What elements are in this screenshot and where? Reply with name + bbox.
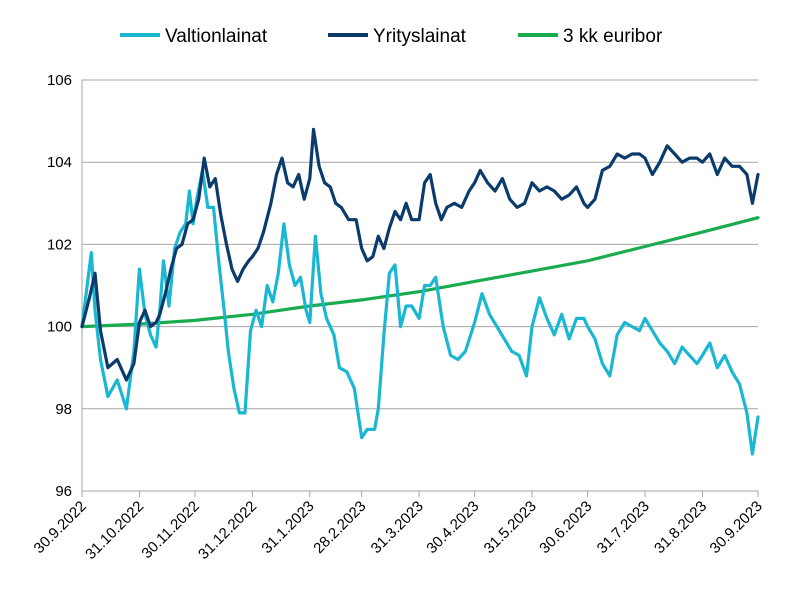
x-tick-label: 31.3.2023 [368,498,427,557]
x-tick-label: 31.7.2023 [594,498,653,557]
series-lines [80,127,760,456]
legend-label: Valtionlainat [165,26,268,47]
x-tick-label: 31.10.2022 [82,498,147,563]
x-tick-label: 31.12.2022 [195,498,260,563]
gridlines [82,79,758,492]
series-line-valtionlainat [80,168,760,456]
legend-label: Yrityslainat [373,26,467,47]
y-tick-label: 98 [55,401,72,418]
y-tick-label: 102 [47,236,72,253]
y-tick-label: 106 [47,72,72,89]
legend-label: 3 kk euribor [563,26,663,47]
x-tick-label: 28.2.2023 [310,498,369,557]
x-tick-label: 30.9.2023 [707,498,766,557]
x-tick-labels: 30.9.202231.10.202230.11.202231.12.20223… [31,498,766,563]
x-tick-label: 30.6.2023 [536,498,595,557]
series-line-euribor [80,216,760,329]
x-tick-label: 31.8.2023 [651,498,710,557]
x-tick-label: 31.5.2023 [481,498,540,557]
y-tick-label: 96 [55,483,72,500]
legend: Valtionlainat Yrityslainat 3 kk euribor [120,26,663,47]
x-tick-label: 30.4.2023 [423,498,482,557]
x-tick-label: 30.9.2022 [31,498,90,557]
axes [81,80,759,497]
y-tick-label: 100 [47,319,72,336]
series-line-yrityslainat [80,127,760,382]
y-tick-labels: 96 98 100 102 104 106 [47,72,72,500]
y-tick-label: 104 [47,154,72,171]
x-tick-label: 30.11.2022 [138,498,202,562]
x-tick-label: 31.1.2023 [258,498,317,557]
